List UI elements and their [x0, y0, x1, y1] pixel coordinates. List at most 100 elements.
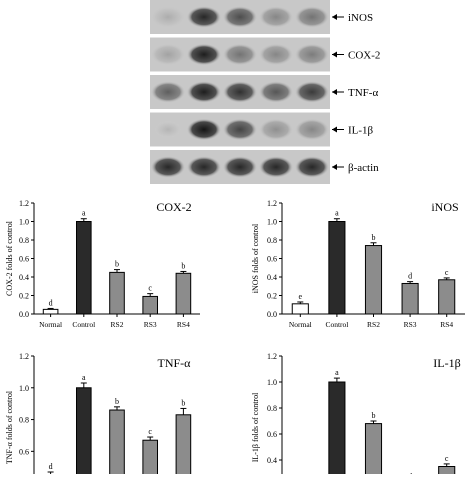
significance-letter: b — [181, 398, 185, 407]
blot-band — [186, 156, 222, 178]
blot-arrowhead — [332, 164, 337, 170]
significance-letter: b — [115, 397, 119, 406]
chart-title: iNOS — [431, 200, 458, 214]
chart-title: TNF-α — [158, 356, 192, 370]
significance-letter: c — [148, 284, 152, 293]
y-tick-label: 0.6 — [19, 447, 29, 456]
bar-rs4 — [175, 414, 192, 479]
y-tick-label: 0.8 — [19, 416, 29, 425]
blot-arrowhead — [332, 89, 337, 95]
blot-band — [222, 81, 258, 103]
blot-arrowhead — [332, 14, 337, 20]
y-tick-label: 1.2 — [267, 199, 277, 208]
y-tick-label: 0.8 — [267, 404, 277, 413]
y-tick-label: 1.0 — [19, 384, 29, 393]
significance-letter: e — [299, 292, 303, 301]
il1b-bar-chart: 0.20.40.60.81.01.2IL-1β folds of control… — [237, 332, 474, 479]
blot-row-label: TNF-α — [348, 87, 378, 99]
y-tick-label: 0.8 — [19, 236, 29, 245]
inos-bar-chart: 0.0 0.2 0.4 0.6 0.8 1.0 1.2 iNOS folds of contr… — [237, 190, 474, 332]
blot-band — [186, 81, 222, 103]
bar-rs2 — [109, 409, 125, 479]
blot-band — [150, 43, 186, 66]
y-tick-label: 1.2 — [267, 352, 277, 361]
bar-rs3 — [401, 282, 419, 315]
blot-band — [294, 43, 330, 66]
y-axis-label: TNF-α folds of control — [5, 390, 14, 464]
significance-letter: c — [445, 454, 449, 463]
y-tick-label: 1.0 — [19, 218, 29, 227]
blot-band — [186, 118, 222, 141]
significance-letter: d — [49, 462, 53, 471]
significance-letter: b — [181, 261, 185, 270]
blot-row-0: iNOS — [150, 0, 373, 34]
blot-band — [258, 118, 294, 141]
blot-band — [222, 43, 258, 66]
blot-band — [186, 43, 222, 66]
blot-row-1: COX-2 — [150, 37, 380, 72]
x-tick-label: RS4 — [177, 320, 190, 329]
blot-band — [150, 6, 186, 28]
blot-row-2: TNF-α — [150, 75, 378, 109]
blot-band — [294, 81, 330, 103]
y-tick-label: 0.2 — [19, 292, 29, 301]
y-tick-label: 0.0 — [267, 310, 277, 319]
blot-row-3: IL-1β — [150, 112, 374, 147]
blot-band — [294, 156, 330, 178]
blot-band — [294, 6, 330, 28]
y-tick-label: 0.0 — [19, 310, 29, 319]
x-tick-label: Normal — [289, 320, 312, 329]
cox2-chart-svg: 0.0 0.2 0.4 0.6 0.8 1.0 1.2 COX-2 folds of cont… — [5, 199, 200, 329]
blot-band — [222, 118, 258, 141]
blot-band — [186, 6, 222, 28]
significance-letter: d — [408, 272, 412, 281]
x-tick-label: Control — [72, 320, 95, 329]
blot-row-label: COX-2 — [348, 50, 380, 62]
il1b-chart-svg: 0.20.40.60.81.01.2IL-1β folds of control… — [251, 352, 461, 479]
significance-letter: a — [335, 209, 339, 218]
x-tick-label: RS3 — [404, 320, 417, 329]
bar-control — [328, 221, 346, 315]
chart-title: IL-1β — [433, 356, 460, 370]
significance-letter: b — [372, 233, 376, 242]
y-tick-label: 1.0 — [267, 378, 277, 387]
blot-band — [150, 156, 186, 178]
y-tick-label: 0.6 — [19, 255, 29, 264]
significance-letter: d — [49, 298, 53, 307]
blot-row-label: β-actin — [348, 162, 379, 174]
blot-row-4: β-actin — [150, 150, 379, 184]
y-tick-label: 0.2 — [267, 292, 277, 301]
significance-letter: b — [115, 260, 119, 269]
blot-band — [258, 81, 294, 103]
cox2-bar-chart: 0.0 0.2 0.4 0.6 0.8 1.0 1.2 COX-2 folds of cont… — [0, 190, 237, 332]
bar-control — [75, 387, 92, 479]
bar-rs2 — [364, 245, 383, 315]
bar-normal — [291, 303, 309, 315]
blot-row-label: iNOS — [348, 12, 373, 24]
y-tick-label: 1.2 — [19, 352, 29, 361]
significance-letter: c — [148, 427, 152, 436]
bar-rs2 — [364, 423, 383, 479]
significance-letter: a — [82, 209, 86, 218]
blot-band — [222, 156, 258, 178]
y-tick-label: 1.2 — [19, 199, 29, 208]
y-tick-label: 0.8 — [267, 236, 277, 245]
x-tick-label: RS4 — [440, 320, 453, 329]
y-tick-label: 0.6 — [267, 430, 277, 439]
bar-rs2 — [109, 271, 125, 315]
y-axis-label: COX-2 folds of control — [5, 220, 14, 296]
y-tick-label: 0.4 — [19, 273, 29, 282]
x-tick-label: RS2 — [111, 320, 124, 329]
y-axis-label: iNOS folds of control — [251, 223, 260, 293]
blot-band — [258, 6, 294, 28]
bar-control — [328, 381, 346, 479]
chart-title: COX-2 — [156, 200, 191, 214]
inos-chart-svg: 0.0 0.2 0.4 0.6 0.8 1.0 1.2 iNOS folds of contr… — [251, 199, 465, 329]
blot-band — [222, 6, 258, 28]
y-tick-label: 1.0 — [267, 218, 277, 227]
blot-row-label: IL-1β — [348, 125, 374, 137]
bar-normal — [42, 308, 59, 315]
y-tick-label: 0.4 — [267, 273, 277, 282]
bar-rs3 — [142, 295, 159, 315]
